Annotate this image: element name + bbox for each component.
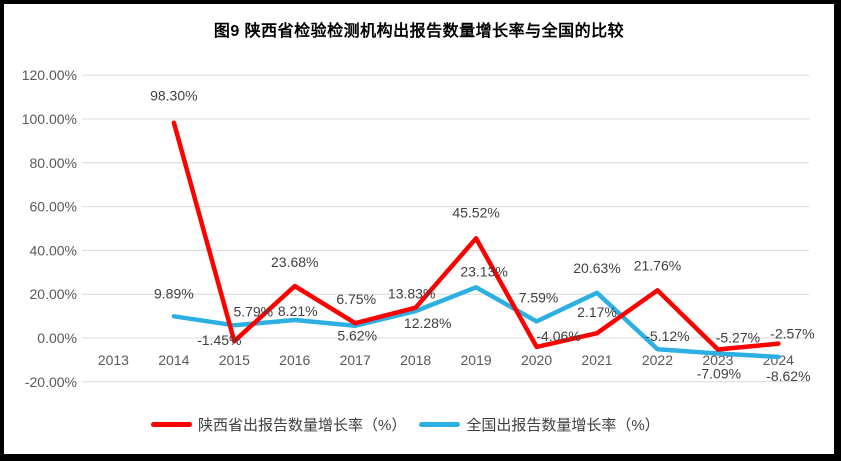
x-axis-tick-label: 2017: [340, 352, 371, 368]
x-axis-tick-label: 2018: [400, 352, 431, 368]
x-axis-tick-label: 2019: [461, 352, 492, 368]
y-axis-tick-label: 60.00%: [30, 199, 77, 215]
data-label-shaanxi: 6.75%: [336, 291, 376, 307]
data-label-national: -5.12%: [645, 328, 689, 344]
data-label-shaanxi: 2.17%: [577, 304, 617, 320]
data-label-national: 23.13%: [460, 263, 507, 279]
data-label-shaanxi: 23.68%: [271, 254, 318, 270]
legend-label-national: 全国出报告数量增长率（%）: [466, 417, 660, 434]
data-label-national: 5.62%: [337, 328, 377, 344]
data-label-shaanxi: 21.76%: [634, 257, 681, 273]
y-axis-tick-label: 40.00%: [30, 242, 77, 258]
data-label-national: 12.28%: [404, 315, 451, 331]
data-label-national: 8.21%: [278, 303, 318, 319]
chart-title: 图9 陕西省检验检测机构出报告数量增长率与全国的比较: [213, 23, 625, 40]
data-label-national: 20.63%: [573, 260, 620, 276]
data-label-shaanxi: -4.06%: [536, 328, 580, 344]
y-axis-tick-label: 120.00%: [22, 67, 77, 83]
x-axis-tick-label: 2020: [521, 352, 552, 368]
data-label-national: 5.79%: [233, 303, 273, 319]
data-label-shaanxi: -5.27%: [716, 330, 760, 346]
data-label-shaanxi: 45.52%: [452, 204, 499, 220]
legend-line-swatch-national: [419, 422, 461, 427]
y-axis-tick-label: -20.00%: [25, 374, 77, 390]
y-axis-tick-label: 20.00%: [30, 286, 77, 302]
data-label-shaanxi: 13.83%: [388, 286, 435, 302]
y-axis-tick-label: 0.00%: [37, 330, 77, 346]
series-line-shaanxi: [171, 120, 781, 352]
x-axis-tick-label: 2021: [581, 352, 612, 368]
data-label-national: -7.09%: [697, 366, 741, 382]
legend-line-swatch-shaanxi: [151, 422, 192, 427]
y-axis-tick-label: 80.00%: [30, 155, 77, 171]
legend-item-national: 全国出报告数量增长率（%）: [419, 414, 660, 435]
x-axis-tick-label: 2014: [158, 352, 189, 368]
x-axis-tick-label: 2013: [98, 352, 129, 368]
x-axis-tick-label: 2016: [279, 352, 310, 368]
data-label-national: -8.62%: [766, 368, 810, 384]
x-axis-tick-label: 2015: [219, 352, 250, 368]
legend: 陕西省出报告数量增长率（%） 全国出报告数量增长率（%）: [151, 414, 660, 435]
legend-label-shaanxi: 陕西省出报告数量增长率（%）: [198, 417, 407, 434]
data-label-shaanxi: -1.45%: [197, 332, 241, 348]
data-label-shaanxi: -2.57%: [770, 326, 814, 342]
line-chart-plot: -20.00% 0.00% 20.00% 40.00% 60.00% 80.00% 100.…: [22, 67, 815, 390]
series-line-national: [171, 285, 781, 360]
legend-item-shaanxi: 陕西省出报告数量增长率（%）: [151, 414, 406, 435]
x-axis-tick-label: 2022: [642, 352, 673, 368]
data-label-national: 9.89%: [154, 285, 194, 301]
y-axis-tick-label: 100.00%: [22, 111, 77, 127]
data-label-shaanxi: 98.30%: [150, 88, 197, 104]
data-label-national: 7.59%: [519, 289, 559, 305]
